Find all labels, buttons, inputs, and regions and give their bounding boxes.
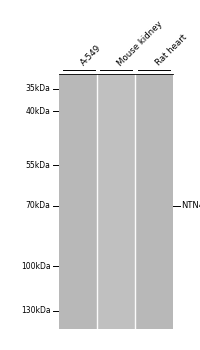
Text: 100kDa: 100kDa bbox=[21, 262, 50, 271]
Bar bbox=[134, 74, 172, 329]
Text: Rat heart: Rat heart bbox=[153, 33, 187, 68]
Text: A-549: A-549 bbox=[78, 44, 102, 68]
Text: 40kDa: 40kDa bbox=[26, 107, 50, 116]
Text: 70kDa: 70kDa bbox=[26, 201, 50, 210]
Bar bbox=[59, 74, 97, 329]
Text: NTN4: NTN4 bbox=[180, 201, 200, 210]
Text: 55kDa: 55kDa bbox=[26, 161, 50, 170]
Text: Mouse kidney: Mouse kidney bbox=[115, 19, 164, 68]
Text: 35kDa: 35kDa bbox=[26, 84, 50, 93]
Bar bbox=[97, 74, 134, 329]
Text: 130kDa: 130kDa bbox=[21, 306, 50, 315]
